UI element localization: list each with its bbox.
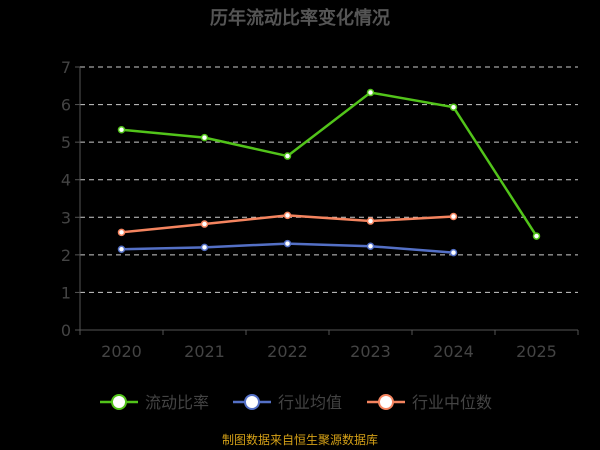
legend-item-2[interactable]: 行业中位数 bbox=[367, 393, 492, 412]
data-point[interactable] bbox=[117, 245, 126, 253]
legend[interactable]: 流动比率 行业均值 行业中位数 bbox=[100, 393, 492, 412]
y-tick-label: 5 bbox=[61, 133, 71, 152]
y-tick-label: 0 bbox=[61, 321, 71, 340]
y-tick-label: 3 bbox=[61, 208, 71, 227]
y-tick-label: 1 bbox=[61, 283, 71, 302]
series-2 bbox=[117, 211, 458, 237]
x-axis-ticks: 2020 2021 2022 2023 2024 2025 bbox=[79, 330, 579, 361]
grid-lines bbox=[80, 66, 578, 293]
legend-label: 流动比率 bbox=[145, 393, 209, 412]
x-tick-label: 2023 bbox=[350, 342, 391, 361]
legend-label: 行业均值 bbox=[278, 393, 342, 412]
series-group bbox=[117, 88, 541, 257]
legend-marker bbox=[244, 394, 260, 410]
data-point[interactable] bbox=[283, 211, 292, 220]
y-tick-label: 2 bbox=[61, 246, 71, 265]
chart-title: 历年流动比率变化情况 bbox=[210, 7, 390, 29]
series-line bbox=[121, 91, 538, 237]
data-point[interactable] bbox=[200, 243, 209, 252]
legend-item-1[interactable]: 行业均值 bbox=[233, 393, 342, 412]
source-note: 制图数据来自恒生聚源数据库 bbox=[222, 432, 378, 447]
data-point[interactable] bbox=[366, 242, 375, 250]
series-0 bbox=[117, 88, 541, 240]
data-point[interactable] bbox=[449, 248, 458, 257]
x-tick-label: 2024 bbox=[433, 342, 474, 361]
x-tick-label: 2020 bbox=[101, 342, 142, 361]
y-axis-ticks: 0 1 2 3 4 5 6 7 bbox=[61, 58, 80, 340]
axes bbox=[79, 67, 578, 331]
legend-label: 行业中位数 bbox=[412, 393, 492, 412]
data-point[interactable] bbox=[532, 232, 541, 240]
y-tick-label: 6 bbox=[61, 96, 71, 115]
legend-item-0[interactable]: 流动比率 bbox=[100, 393, 209, 412]
data-point[interactable] bbox=[200, 220, 209, 228]
series-1 bbox=[117, 239, 458, 257]
data-point[interactable] bbox=[449, 103, 458, 111]
y-tick-label: 7 bbox=[61, 58, 71, 77]
y-tick-label: 4 bbox=[61, 171, 71, 190]
data-point[interactable] bbox=[366, 88, 375, 97]
x-tick-label: 2021 bbox=[184, 342, 225, 361]
data-point[interactable] bbox=[283, 152, 292, 160]
legend-marker bbox=[111, 394, 127, 410]
data-point[interactable] bbox=[449, 212, 458, 221]
data-point[interactable] bbox=[366, 217, 375, 225]
data-point[interactable] bbox=[200, 133, 209, 142]
data-point[interactable] bbox=[283, 239, 292, 248]
x-tick-label: 2022 bbox=[267, 342, 308, 361]
legend-marker bbox=[378, 394, 394, 410]
x-tick-label: 2025 bbox=[516, 342, 557, 361]
data-point[interactable] bbox=[117, 228, 126, 237]
data-point[interactable] bbox=[117, 125, 126, 134]
